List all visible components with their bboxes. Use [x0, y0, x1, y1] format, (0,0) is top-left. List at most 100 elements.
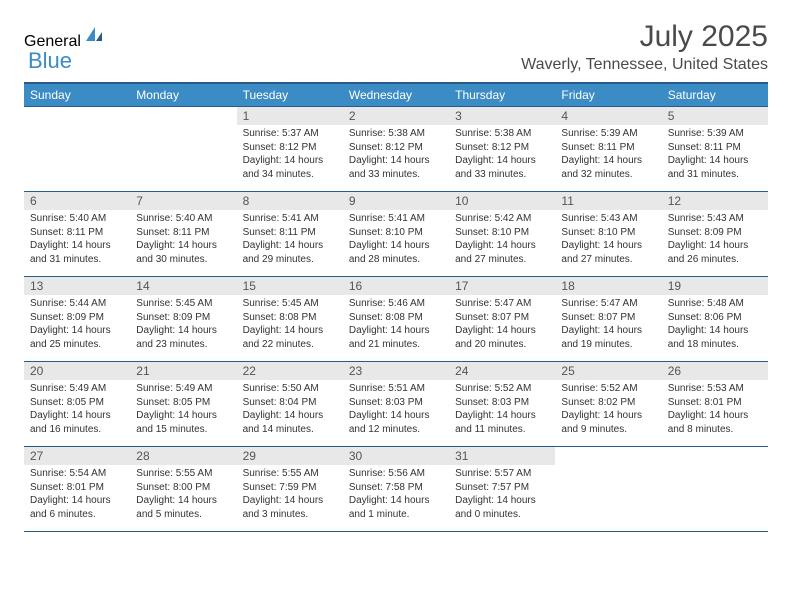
week-row: 1Sunrise: 5:37 AMSunset: 8:12 PMDaylight…: [24, 107, 768, 192]
day-number: 1: [237, 107, 343, 125]
day-cell: 10Sunrise: 5:42 AMSunset: 8:10 PMDayligh…: [449, 192, 555, 277]
day-cell: [662, 447, 768, 532]
weekday-header: Saturday: [662, 84, 768, 107]
day-number: 31: [449, 447, 555, 465]
day-cell: 31Sunrise: 5:57 AMSunset: 7:57 PMDayligh…: [449, 447, 555, 532]
day-content: Sunrise: 5:41 AMSunset: 8:10 PMDaylight:…: [343, 210, 449, 268]
weekday-header-row: Sunday Monday Tuesday Wednesday Thursday…: [24, 84, 768, 107]
day-content: Sunrise: 5:39 AMSunset: 8:11 PMDaylight:…: [555, 125, 661, 183]
day-cell: 25Sunrise: 5:52 AMSunset: 8:02 PMDayligh…: [555, 362, 661, 447]
day-content: Sunrise: 5:47 AMSunset: 8:07 PMDaylight:…: [449, 295, 555, 353]
day-content: Sunrise: 5:57 AMSunset: 7:57 PMDaylight:…: [449, 465, 555, 523]
day-number: 11: [555, 192, 661, 210]
day-content: Sunrise: 5:43 AMSunset: 8:10 PMDaylight:…: [555, 210, 661, 268]
calendar-table: Sunday Monday Tuesday Wednesday Thursday…: [24, 84, 768, 532]
day-content: Sunrise: 5:53 AMSunset: 8:01 PMDaylight:…: [662, 380, 768, 438]
day-cell: 13Sunrise: 5:44 AMSunset: 8:09 PMDayligh…: [24, 277, 130, 362]
weekday-header: Sunday: [24, 84, 130, 107]
day-content: Sunrise: 5:45 AMSunset: 8:08 PMDaylight:…: [237, 295, 343, 353]
week-row: 20Sunrise: 5:49 AMSunset: 8:05 PMDayligh…: [24, 362, 768, 447]
day-cell: 24Sunrise: 5:52 AMSunset: 8:03 PMDayligh…: [449, 362, 555, 447]
day-cell: 8Sunrise: 5:41 AMSunset: 8:11 PMDaylight…: [237, 192, 343, 277]
day-content: Sunrise: 5:49 AMSunset: 8:05 PMDaylight:…: [130, 380, 236, 438]
day-number: 14: [130, 277, 236, 295]
location: Waverly, Tennessee, United States: [521, 56, 768, 74]
day-cell: 27Sunrise: 5:54 AMSunset: 8:01 PMDayligh…: [24, 447, 130, 532]
day-content: Sunrise: 5:38 AMSunset: 8:12 PMDaylight:…: [343, 125, 449, 183]
logo-text-blue: Blue: [28, 48, 72, 74]
day-cell: 28Sunrise: 5:55 AMSunset: 8:00 PMDayligh…: [130, 447, 236, 532]
day-content: Sunrise: 5:39 AMSunset: 8:11 PMDaylight:…: [662, 125, 768, 183]
day-number: 10: [449, 192, 555, 210]
day-number: 29: [237, 447, 343, 465]
day-cell: 20Sunrise: 5:49 AMSunset: 8:05 PMDayligh…: [24, 362, 130, 447]
day-content: Sunrise: 5:38 AMSunset: 8:12 PMDaylight:…: [449, 125, 555, 183]
day-content: Sunrise: 5:43 AMSunset: 8:09 PMDaylight:…: [662, 210, 768, 268]
day-cell: 7Sunrise: 5:40 AMSunset: 8:11 PMDaylight…: [130, 192, 236, 277]
day-cell: [24, 107, 130, 192]
day-content: Sunrise: 5:40 AMSunset: 8:11 PMDaylight:…: [130, 210, 236, 268]
day-number: 22: [237, 362, 343, 380]
day-content: Sunrise: 5:47 AMSunset: 8:07 PMDaylight:…: [555, 295, 661, 353]
day-cell: 11Sunrise: 5:43 AMSunset: 8:10 PMDayligh…: [555, 192, 661, 277]
day-content: Sunrise: 5:52 AMSunset: 8:03 PMDaylight:…: [449, 380, 555, 438]
day-number: 3: [449, 107, 555, 125]
day-number: 27: [24, 447, 130, 465]
day-number: 19: [662, 277, 768, 295]
weekday-header: Friday: [555, 84, 661, 107]
day-number: 21: [130, 362, 236, 380]
week-row: 27Sunrise: 5:54 AMSunset: 8:01 PMDayligh…: [24, 447, 768, 532]
weekday-header: Thursday: [449, 84, 555, 107]
day-content: Sunrise: 5:55 AMSunset: 7:59 PMDaylight:…: [237, 465, 343, 523]
day-content: Sunrise: 5:48 AMSunset: 8:06 PMDaylight:…: [662, 295, 768, 353]
day-cell: 21Sunrise: 5:49 AMSunset: 8:05 PMDayligh…: [130, 362, 236, 447]
day-number: 9: [343, 192, 449, 210]
day-content: Sunrise: 5:54 AMSunset: 8:01 PMDaylight:…: [24, 465, 130, 523]
week-row: 6Sunrise: 5:40 AMSunset: 8:11 PMDaylight…: [24, 192, 768, 277]
day-cell: 26Sunrise: 5:53 AMSunset: 8:01 PMDayligh…: [662, 362, 768, 447]
day-number: 6: [24, 192, 130, 210]
day-cell: 4Sunrise: 5:39 AMSunset: 8:11 PMDaylight…: [555, 107, 661, 192]
day-cell: 15Sunrise: 5:45 AMSunset: 8:08 PMDayligh…: [237, 277, 343, 362]
day-number: 5: [662, 107, 768, 125]
day-content: Sunrise: 5:44 AMSunset: 8:09 PMDaylight:…: [24, 295, 130, 353]
day-cell: 19Sunrise: 5:48 AMSunset: 8:06 PMDayligh…: [662, 277, 768, 362]
day-number: 26: [662, 362, 768, 380]
day-content: Sunrise: 5:37 AMSunset: 8:12 PMDaylight:…: [237, 125, 343, 183]
day-content: Sunrise: 5:49 AMSunset: 8:05 PMDaylight:…: [24, 380, 130, 438]
day-cell: 18Sunrise: 5:47 AMSunset: 8:07 PMDayligh…: [555, 277, 661, 362]
day-content: Sunrise: 5:51 AMSunset: 8:03 PMDaylight:…: [343, 380, 449, 438]
day-cell: 3Sunrise: 5:38 AMSunset: 8:12 PMDaylight…: [449, 107, 555, 192]
day-number: 28: [130, 447, 236, 465]
day-cell: 29Sunrise: 5:55 AMSunset: 7:59 PMDayligh…: [237, 447, 343, 532]
day-cell: 1Sunrise: 5:37 AMSunset: 8:12 PMDaylight…: [237, 107, 343, 192]
day-number: 12: [662, 192, 768, 210]
day-number: 2: [343, 107, 449, 125]
day-cell: [130, 107, 236, 192]
day-content: Sunrise: 5:46 AMSunset: 8:08 PMDaylight:…: [343, 295, 449, 353]
weekday-header: Monday: [130, 84, 236, 107]
weekday-header: Wednesday: [343, 84, 449, 107]
day-content: Sunrise: 5:41 AMSunset: 8:11 PMDaylight:…: [237, 210, 343, 268]
day-number: 16: [343, 277, 449, 295]
day-cell: 16Sunrise: 5:46 AMSunset: 8:08 PMDayligh…: [343, 277, 449, 362]
day-content: Sunrise: 5:52 AMSunset: 8:02 PMDaylight:…: [555, 380, 661, 438]
day-number: 24: [449, 362, 555, 380]
day-content: Sunrise: 5:56 AMSunset: 7:58 PMDaylight:…: [343, 465, 449, 523]
day-number: 25: [555, 362, 661, 380]
day-number: 4: [555, 107, 661, 125]
day-number: 8: [237, 192, 343, 210]
day-content: Sunrise: 5:50 AMSunset: 8:04 PMDaylight:…: [237, 380, 343, 438]
day-content: Sunrise: 5:55 AMSunset: 8:00 PMDaylight:…: [130, 465, 236, 523]
weekday-header: Tuesday: [237, 84, 343, 107]
logo-sail-icon: [85, 26, 103, 47]
day-number: 18: [555, 277, 661, 295]
day-number: 20: [24, 362, 130, 380]
day-content: Sunrise: 5:40 AMSunset: 8:11 PMDaylight:…: [24, 210, 130, 268]
month-title: July 2025: [521, 20, 768, 54]
day-content: Sunrise: 5:42 AMSunset: 8:10 PMDaylight:…: [449, 210, 555, 268]
day-number: 13: [24, 277, 130, 295]
day-cell: [555, 447, 661, 532]
day-cell: 12Sunrise: 5:43 AMSunset: 8:09 PMDayligh…: [662, 192, 768, 277]
day-cell: 2Sunrise: 5:38 AMSunset: 8:12 PMDaylight…: [343, 107, 449, 192]
